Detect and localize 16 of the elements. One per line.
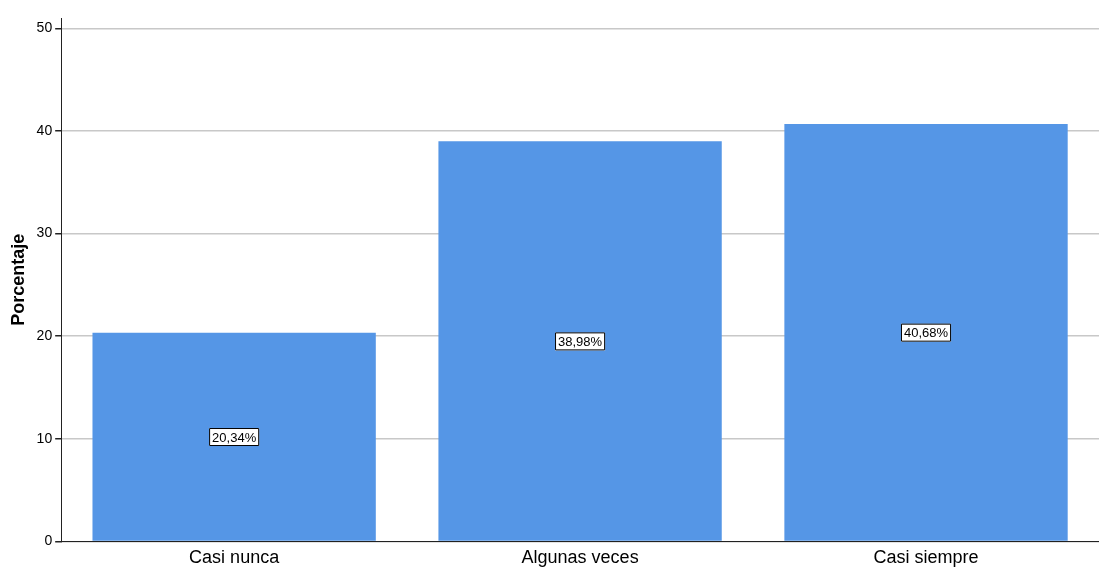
data-label: 38,98% [558,333,603,349]
y-tick-label: 0 [44,532,53,549]
bar [784,123,1068,541]
y-tick-label: 10 [36,429,53,446]
y-tick-label: 50 [36,19,53,36]
bar [438,141,722,541]
data-label: 20,34% [212,429,257,445]
y-tick-label: 40 [36,121,53,138]
y-tick-label: 20 [36,327,53,343]
y-tick-label: 30 [36,224,53,241]
x-tick-label: Casi siempre [873,547,979,568]
x-tick-label: Algunas veces [521,547,639,568]
y-axis-title: Porcentaje [7,233,28,326]
data-label: 40,68% [903,325,949,341]
bar [92,332,376,541]
x-tick-label: Casi nunca [189,547,281,568]
